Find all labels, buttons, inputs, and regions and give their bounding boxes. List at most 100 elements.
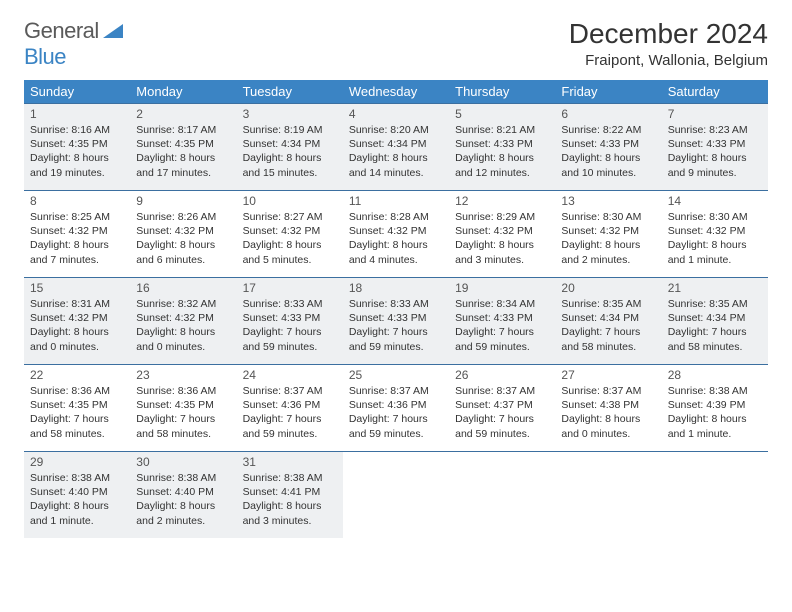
sunrise-line: Sunrise: 8:31 AM (30, 297, 124, 311)
header: General Blue December 2024 Fraipont, Wal… (24, 18, 768, 70)
logo-text: General Blue (24, 18, 123, 70)
sunset-line: Sunset: 4:33 PM (668, 137, 762, 151)
sunrise-line: Sunrise: 8:37 AM (455, 384, 549, 398)
daylight-line: Daylight: 8 hours and 12 minutes. (455, 151, 549, 179)
day-number: 21 (668, 281, 762, 295)
daylight-line: Daylight: 8 hours and 14 minutes. (349, 151, 443, 179)
daylight-line: Daylight: 8 hours and 1 minute. (668, 412, 762, 440)
daylight-line: Daylight: 8 hours and 3 minutes. (243, 499, 337, 527)
sunset-line: Sunset: 4:37 PM (455, 398, 549, 412)
day-cell-empty (662, 452, 768, 538)
sunrise-line: Sunrise: 8:19 AM (243, 123, 337, 137)
week-row: 15Sunrise: 8:31 AMSunset: 4:32 PMDayligh… (24, 277, 768, 364)
day-cell: 20Sunrise: 8:35 AMSunset: 4:34 PMDayligh… (555, 278, 661, 364)
daylight-line: Daylight: 8 hours and 17 minutes. (136, 151, 230, 179)
day-header-cell: Tuesday (237, 80, 343, 103)
sunrise-line: Sunrise: 8:32 AM (136, 297, 230, 311)
sunrise-line: Sunrise: 8:35 AM (668, 297, 762, 311)
day-cell: 21Sunrise: 8:35 AMSunset: 4:34 PMDayligh… (662, 278, 768, 364)
day-cell: 16Sunrise: 8:32 AMSunset: 4:32 PMDayligh… (130, 278, 236, 364)
daylight-line: Daylight: 7 hours and 58 minutes. (136, 412, 230, 440)
sunrise-line: Sunrise: 8:22 AM (561, 123, 655, 137)
day-number: 14 (668, 194, 762, 208)
day-number: 29 (30, 455, 124, 469)
week-row: 1Sunrise: 8:16 AMSunset: 4:35 PMDaylight… (24, 103, 768, 190)
day-number: 27 (561, 368, 655, 382)
day-cell: 4Sunrise: 8:20 AMSunset: 4:34 PMDaylight… (343, 104, 449, 190)
sunset-line: Sunset: 4:40 PM (136, 485, 230, 499)
day-cell: 10Sunrise: 8:27 AMSunset: 4:32 PMDayligh… (237, 191, 343, 277)
sunrise-line: Sunrise: 8:17 AM (136, 123, 230, 137)
day-number: 31 (243, 455, 337, 469)
day-number: 2 (136, 107, 230, 121)
title-block: December 2024 Fraipont, Wallonia, Belgiu… (569, 18, 768, 69)
sunrise-line: Sunrise: 8:30 AM (668, 210, 762, 224)
day-header-cell: Monday (130, 80, 236, 103)
day-cell: 26Sunrise: 8:37 AMSunset: 4:37 PMDayligh… (449, 365, 555, 451)
day-cell: 3Sunrise: 8:19 AMSunset: 4:34 PMDaylight… (237, 104, 343, 190)
sunset-line: Sunset: 4:32 PM (668, 224, 762, 238)
day-cell: 27Sunrise: 8:37 AMSunset: 4:38 PMDayligh… (555, 365, 661, 451)
sunset-line: Sunset: 4:40 PM (30, 485, 124, 499)
day-number: 13 (561, 194, 655, 208)
day-number: 22 (30, 368, 124, 382)
day-header-cell: Friday (555, 80, 661, 103)
daylight-line: Daylight: 7 hours and 59 minutes. (243, 325, 337, 353)
sunrise-line: Sunrise: 8:16 AM (30, 123, 124, 137)
logo-word-blue: Blue (24, 44, 66, 69)
day-number: 18 (349, 281, 443, 295)
day-cell: 12Sunrise: 8:29 AMSunset: 4:32 PMDayligh… (449, 191, 555, 277)
day-cell-empty (449, 452, 555, 538)
day-number: 6 (561, 107, 655, 121)
sunrise-line: Sunrise: 8:36 AM (30, 384, 124, 398)
day-number: 24 (243, 368, 337, 382)
daylight-line: Daylight: 7 hours and 59 minutes. (349, 325, 443, 353)
sunrise-line: Sunrise: 8:38 AM (668, 384, 762, 398)
daylight-line: Daylight: 8 hours and 0 minutes. (30, 325, 124, 353)
sunset-line: Sunset: 4:32 PM (136, 311, 230, 325)
day-number: 7 (668, 107, 762, 121)
sunrise-line: Sunrise: 8:29 AM (455, 210, 549, 224)
day-cell: 17Sunrise: 8:33 AMSunset: 4:33 PMDayligh… (237, 278, 343, 364)
sunset-line: Sunset: 4:32 PM (349, 224, 443, 238)
sunrise-line: Sunrise: 8:37 AM (243, 384, 337, 398)
day-cell: 23Sunrise: 8:36 AMSunset: 4:35 PMDayligh… (130, 365, 236, 451)
sunrise-line: Sunrise: 8:33 AM (243, 297, 337, 311)
day-number: 28 (668, 368, 762, 382)
sunset-line: Sunset: 4:38 PM (561, 398, 655, 412)
day-cell: 29Sunrise: 8:38 AMSunset: 4:40 PMDayligh… (24, 452, 130, 538)
sunset-line: Sunset: 4:36 PM (349, 398, 443, 412)
sunrise-line: Sunrise: 8:25 AM (30, 210, 124, 224)
daylight-line: Daylight: 7 hours and 58 minutes. (561, 325, 655, 353)
day-cell: 11Sunrise: 8:28 AMSunset: 4:32 PMDayligh… (343, 191, 449, 277)
daylight-line: Daylight: 8 hours and 1 minute. (30, 499, 124, 527)
day-cell: 18Sunrise: 8:33 AMSunset: 4:33 PMDayligh… (343, 278, 449, 364)
day-cell: 1Sunrise: 8:16 AMSunset: 4:35 PMDaylight… (24, 104, 130, 190)
sunrise-line: Sunrise: 8:38 AM (243, 471, 337, 485)
sunset-line: Sunset: 4:36 PM (243, 398, 337, 412)
day-number: 11 (349, 194, 443, 208)
day-cell: 2Sunrise: 8:17 AMSunset: 4:35 PMDaylight… (130, 104, 236, 190)
sunset-line: Sunset: 4:41 PM (243, 485, 337, 499)
day-number: 26 (455, 368, 549, 382)
sunset-line: Sunset: 4:32 PM (243, 224, 337, 238)
sunrise-line: Sunrise: 8:34 AM (455, 297, 549, 311)
logo-triangle-icon (103, 24, 123, 38)
sunset-line: Sunset: 4:34 PM (349, 137, 443, 151)
day-header-cell: Saturday (662, 80, 768, 103)
day-number: 3 (243, 107, 337, 121)
sunset-line: Sunset: 4:34 PM (668, 311, 762, 325)
daylight-line: Daylight: 8 hours and 15 minutes. (243, 151, 337, 179)
day-cell: 6Sunrise: 8:22 AMSunset: 4:33 PMDaylight… (555, 104, 661, 190)
sunset-line: Sunset: 4:32 PM (561, 224, 655, 238)
day-cell: 22Sunrise: 8:36 AMSunset: 4:35 PMDayligh… (24, 365, 130, 451)
sunset-line: Sunset: 4:35 PM (136, 398, 230, 412)
sunset-line: Sunset: 4:32 PM (30, 311, 124, 325)
daylight-line: Daylight: 7 hours and 59 minutes. (349, 412, 443, 440)
sunrise-line: Sunrise: 8:26 AM (136, 210, 230, 224)
day-number: 16 (136, 281, 230, 295)
logo: General Blue (24, 18, 123, 70)
week-row: 8Sunrise: 8:25 AMSunset: 4:32 PMDaylight… (24, 190, 768, 277)
day-number: 4 (349, 107, 443, 121)
day-header-cell: Wednesday (343, 80, 449, 103)
